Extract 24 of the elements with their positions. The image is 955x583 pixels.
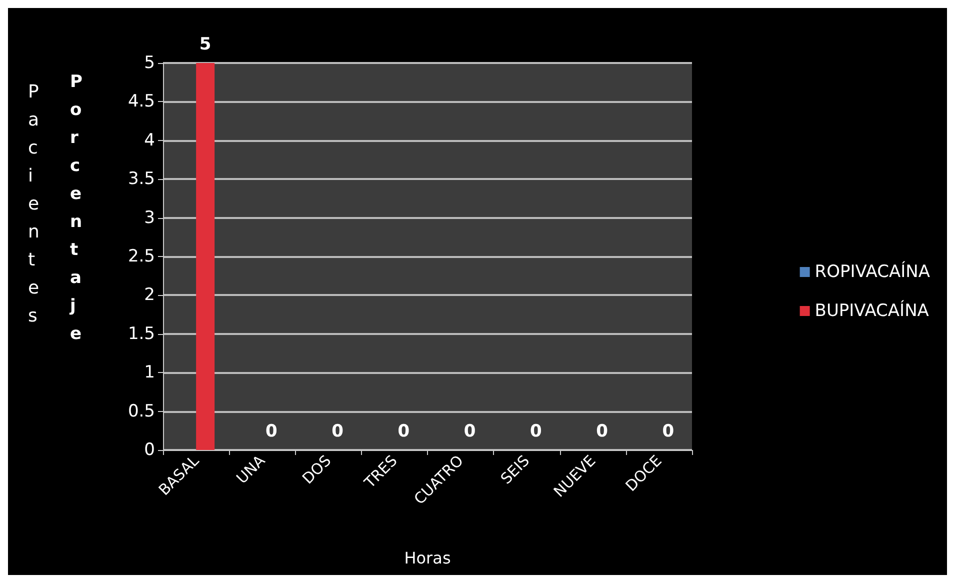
- data-label: 0: [464, 422, 476, 442]
- text: Porcentaje: [70, 72, 82, 344]
- data-label: 0: [266, 422, 278, 442]
- y-tick-label: 0: [144, 440, 155, 460]
- text: Pacientes: [28, 82, 40, 326]
- x-axis-title: Horas: [404, 548, 451, 568]
- y-tick-label: 5: [144, 53, 155, 73]
- y-tick-label: 3: [144, 208, 155, 228]
- data-label: 0: [398, 422, 410, 442]
- legend-label: ROPIVACAÍNA: [814, 261, 930, 282]
- y-tick-label: 1: [144, 362, 155, 383]
- y-tick-label: 2: [144, 285, 155, 306]
- y-tick-label: 3.5: [128, 169, 155, 190]
- y-tick-label: 1.5: [128, 324, 155, 344]
- y-tick-label: 0.5: [128, 401, 155, 422]
- y-tick-label: 4.5: [128, 92, 155, 112]
- data-label: 5: [199, 34, 212, 54]
- y-tick-label: 4: [144, 130, 155, 150]
- data-label: 0: [662, 422, 674, 442]
- data-label: 0: [332, 422, 344, 442]
- data-label: 0: [530, 422, 542, 442]
- legend-label: BUPIVACAÍNA: [814, 300, 930, 321]
- y-tick-label: 2.5: [128, 246, 155, 266]
- data-label: 0: [596, 422, 608, 442]
